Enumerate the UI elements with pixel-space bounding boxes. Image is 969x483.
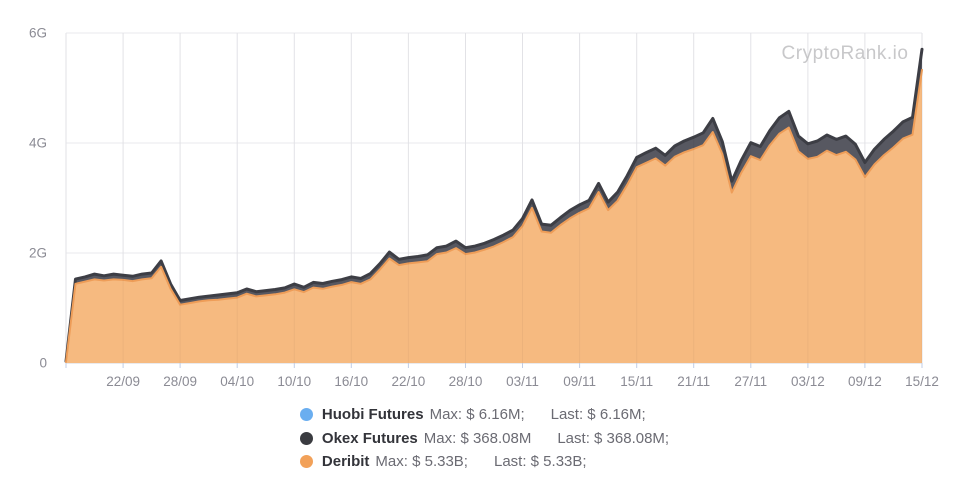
legend-item-huobi-futures[interactable]: Huobi Futures Max: $ 6.16M; Last: $ 6.16… <box>299 403 669 427</box>
deribit-series-dot-icon <box>299 455 313 469</box>
okex-series-dot-icon <box>299 431 313 445</box>
svg-text:03/11: 03/11 <box>506 374 539 389</box>
svg-text:04/10: 04/10 <box>220 374 254 389</box>
stacked-area-chart: 0 2G 4G 6G 22/09 28/09 04/10 10/10 16/10 22/10 28/… <box>29 26 939 390</box>
huobi-series-dot-icon <box>299 408 313 422</box>
svg-text:22/10: 22/10 <box>392 374 426 389</box>
svg-text:09/12: 09/12 <box>848 374 882 389</box>
legend-series-max: Max: $ 5.33B; <box>375 453 468 471</box>
svg-text:4G: 4G <box>29 136 47 151</box>
svg-text:16/10: 16/10 <box>334 374 368 389</box>
watermark: CryptoRank.io <box>782 43 909 64</box>
svg-text:15/11: 15/11 <box>620 374 653 389</box>
svg-text:28/10: 28/10 <box>449 374 483 389</box>
svg-text:10/10: 10/10 <box>277 374 311 389</box>
legend-series-max: Max: $ 368.08M <box>423 429 532 447</box>
legend-series-max: Max: $ 6.16M; <box>429 406 525 424</box>
chart-area: 0 2G 4G 6G 22/09 28/09 04/10 10/10 16/10 22/10 28/… <box>29 26 939 390</box>
svg-text:15/12: 15/12 <box>905 374 939 389</box>
legend-series-last: Last: $ 368.08M; <box>557 429 670 447</box>
svg-text:09/11: 09/11 <box>563 374 596 389</box>
svg-text:21/11: 21/11 <box>677 374 710 389</box>
svg-text:0: 0 <box>39 356 47 371</box>
svg-text:2G: 2G <box>29 246 47 261</box>
svg-text:27/11: 27/11 <box>734 374 767 389</box>
legend-item-okex-futures[interactable]: Okex Futures Max: $ 368.08M Last: $ 368.… <box>299 427 670 451</box>
svg-text:6G: 6G <box>29 26 47 41</box>
svg-text:22/09: 22/09 <box>106 374 140 389</box>
legend-series-last: Last: $ 6.16M; <box>550 406 646 424</box>
legend-series-last: Last: $ 5.33B; <box>493 453 587 471</box>
legend-item-deribit[interactable]: Deribit Max: $ 5.33B; Last: $ 5.33B; <box>299 450 669 474</box>
legend-series-name: Deribit <box>321 453 370 471</box>
svg-text:28/09: 28/09 <box>163 374 197 389</box>
legend-rows: Huobi Futures Max: $ 6.16M; Last: $ 6.16… <box>299 403 670 474</box>
chart-legend: Huobi Futures Max: $ 6.16M; Last: $ 6.16… <box>0 403 969 474</box>
legend-series-name: Huobi Futures <box>321 406 424 424</box>
legend-series-name: Okex Futures <box>321 429 418 447</box>
svg-text:03/12: 03/12 <box>791 374 825 389</box>
